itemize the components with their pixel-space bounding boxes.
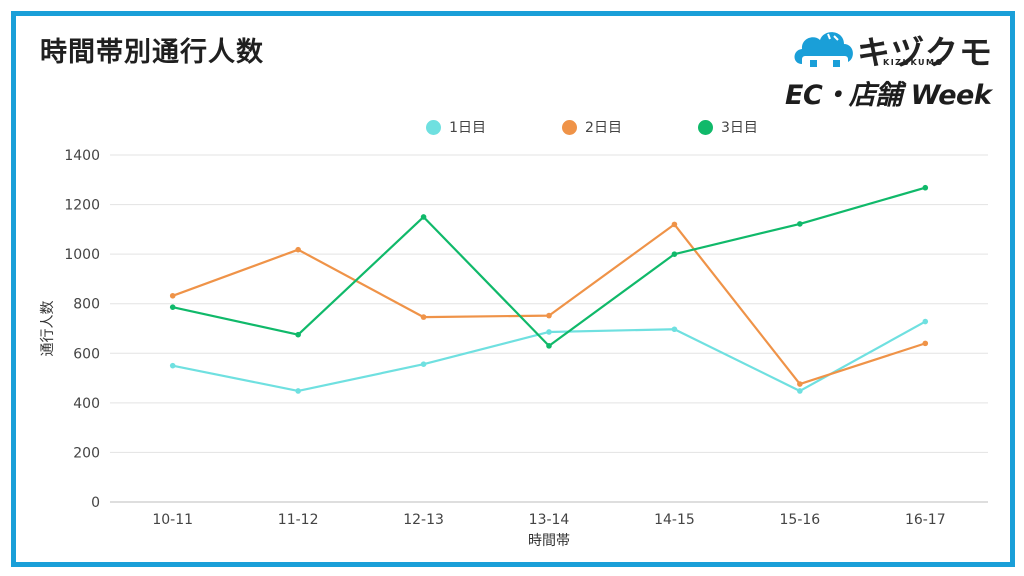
data-point [671,251,678,257]
data-point [169,304,176,310]
data-point [546,312,552,319]
x-tick-label: 12-13 [403,512,444,528]
legend-label: 1日目 [449,120,487,136]
y-tick-label: 1400 [64,148,100,164]
legend-marker [426,119,442,135]
x-tick-label: 16-17 [905,512,946,528]
data-point [671,221,678,228]
data-point [420,314,427,320]
legend-label: 2日目 [585,120,622,136]
y-tick-label: 1200 [64,198,100,214]
data-point [797,221,803,227]
slide-frame [11,11,1015,567]
page-title: 時間帯別通行人数 [40,37,264,68]
data-point [295,388,301,394]
legend-item: 3日目 [697,117,758,137]
y-tick-label: 200 [73,445,100,461]
data-point [169,362,176,369]
x-tick-label: 14-15 [654,512,695,528]
y-tick-label: 600 [73,346,100,362]
series-line [172,186,926,347]
y-tick-label: 1000 [64,247,100,263]
data-point [922,340,929,347]
legend-marker [697,119,713,135]
legend-item: 1日目 [426,117,486,137]
data-point [169,292,176,299]
data-point [922,184,929,191]
data-point [797,388,803,394]
logo: キヅクモ KIZUKUMO EC・店舗 Week [785,20,1000,111]
event-name: EC・店舗 Week [785,80,992,111]
data-point [295,331,301,338]
legend-label: 3日目 [720,120,758,136]
data-point [420,214,427,220]
y-tick-label: 400 [73,396,100,412]
cloud-logo-icon [794,32,853,70]
x-axis-title: 時間帯 [528,533,570,549]
data-point [671,326,678,333]
y-axis-title: 通行人数 [40,301,56,357]
data-point [546,343,552,349]
data-point [420,361,427,367]
x-tick-label: 10-11 [152,512,193,528]
y-tick-label: 0 [91,495,100,511]
data-point [797,381,803,387]
data-point [295,246,301,253]
x-tick-label: 15-16 [780,512,821,528]
legend-item: 2日目 [562,117,622,137]
logo-name: キヅクモ [857,33,993,72]
x-tick-label: 13-14 [529,512,570,528]
data-point [546,329,552,335]
data-point [922,318,929,325]
y-tick-label: 800 [73,297,100,313]
logo-romaji: KIZUKUMO [883,58,944,67]
legend-marker [562,119,578,135]
x-tick-label: 11-12 [278,512,319,528]
chart-legend: 1日目 2日目 3日目 [0,117,1024,137]
